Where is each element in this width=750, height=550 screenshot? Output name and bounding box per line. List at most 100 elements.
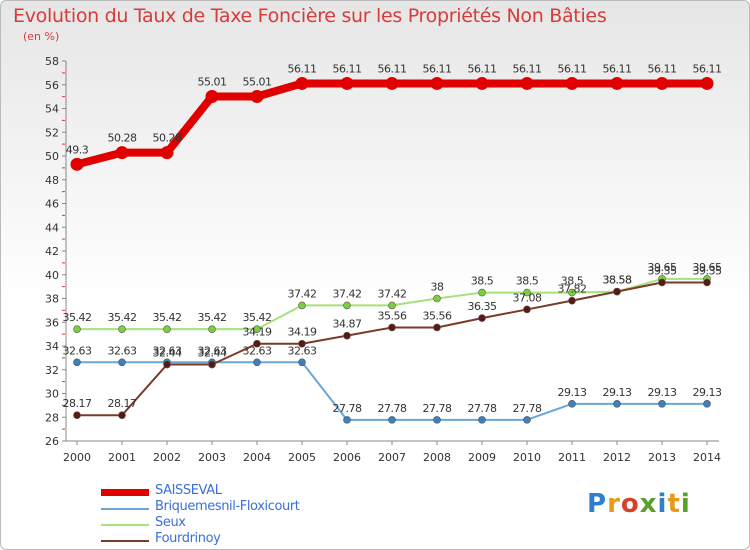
data-point xyxy=(658,400,666,408)
data-point xyxy=(523,288,531,297)
data-point xyxy=(703,278,711,287)
data-label: 38.58 xyxy=(603,274,632,287)
data-label: 38.5 xyxy=(561,275,584,288)
data-point xyxy=(118,325,126,333)
data-label: 56.11 xyxy=(288,62,317,75)
data-label: 56.11 xyxy=(603,62,632,75)
data-label: 34.87 xyxy=(333,318,362,331)
data-label: 55.01 xyxy=(198,76,227,89)
y-tick-label: 56 xyxy=(45,79,59,92)
data-point xyxy=(658,278,666,287)
y-tick-label: 54 xyxy=(45,103,59,116)
y-tick-label: 42 xyxy=(45,245,59,258)
data-point xyxy=(613,400,621,408)
data-point xyxy=(205,90,219,104)
data-point xyxy=(253,325,261,333)
data-label: 35.56 xyxy=(423,309,452,322)
legend-label: Fourdrinoy xyxy=(155,531,221,546)
data-label: 37.08 xyxy=(513,291,542,304)
data-point xyxy=(340,76,354,90)
logo-letter: i xyxy=(657,489,668,519)
data-point xyxy=(610,76,624,90)
data-label: 37.42 xyxy=(333,287,362,300)
y-tick-label: 58 xyxy=(45,55,59,68)
x-tick-label: 2009 xyxy=(468,451,496,464)
data-label: 29.13 xyxy=(648,386,677,399)
data-point xyxy=(388,323,396,332)
data-label: 32.44 xyxy=(198,347,227,360)
x-tick-label: 2011 xyxy=(558,451,586,464)
data-label: 35.42 xyxy=(63,311,92,324)
data-point xyxy=(700,76,714,90)
x-tick-label: 2004 xyxy=(243,451,271,464)
data-label: 27.78 xyxy=(513,402,542,415)
y-tick-label: 46 xyxy=(45,198,59,211)
x-tick-label: 2002 xyxy=(153,451,181,464)
y-tick-label: 40 xyxy=(45,269,59,282)
data-label: 56.11 xyxy=(648,62,677,75)
data-label: 38 xyxy=(431,281,444,294)
data-label: 38.58 xyxy=(603,274,632,287)
x-tick-label: 2008 xyxy=(423,451,451,464)
data-point xyxy=(298,358,306,367)
y-tick-label: 50 xyxy=(45,150,59,163)
data-point xyxy=(295,76,309,90)
data-label: 55.01 xyxy=(243,76,272,89)
data-point xyxy=(253,339,261,348)
data-label: 37.42 xyxy=(288,287,317,300)
data-point xyxy=(73,325,81,333)
data-label: 37.42 xyxy=(378,287,407,300)
data-point xyxy=(208,360,216,369)
y-tick-label: 32 xyxy=(45,364,59,377)
data-point xyxy=(388,301,396,310)
data-label: 35.42 xyxy=(198,311,227,324)
data-label: 35.56 xyxy=(378,309,407,322)
x-tick-label: 2003 xyxy=(198,451,226,464)
data-label: 56.11 xyxy=(378,62,407,75)
x-tick-label: 2006 xyxy=(333,451,361,464)
data-point xyxy=(478,314,486,322)
y-tick-label: 48 xyxy=(45,174,59,187)
x-tick-label: 2013 xyxy=(648,451,676,464)
data-point xyxy=(568,296,576,305)
data-label: 32.63 xyxy=(63,344,92,357)
data-label: 29.13 xyxy=(693,386,722,399)
y-tick-label: 34 xyxy=(45,340,59,353)
data-label: 39.65 xyxy=(648,261,677,274)
y-tick-label: 52 xyxy=(45,126,59,139)
data-point xyxy=(703,400,711,408)
legend-label: Seux xyxy=(155,515,186,530)
data-point xyxy=(433,323,441,332)
logo-letter: x xyxy=(639,489,658,519)
data-label: 50.28 xyxy=(153,132,182,145)
y-tick-label: 28 xyxy=(45,411,59,424)
data-label: 56.11 xyxy=(468,62,497,75)
data-label: 28.17 xyxy=(108,397,137,410)
logo-letter: i xyxy=(680,489,691,519)
chart-title: Evolution du Taux de Taxe Foncière sur l… xyxy=(13,5,607,27)
data-label: 39.35 xyxy=(693,264,722,277)
data-point xyxy=(118,358,126,367)
data-point xyxy=(250,90,264,104)
data-point xyxy=(613,287,621,296)
data-label: 38.5 xyxy=(516,275,539,288)
data-point xyxy=(208,325,216,333)
data-point xyxy=(478,416,486,424)
data-point xyxy=(73,411,81,420)
data-point xyxy=(433,416,441,424)
data-label: 39.65 xyxy=(693,261,722,274)
data-point xyxy=(385,76,399,90)
logo-letter: r xyxy=(607,489,621,519)
data-label: 49.3 xyxy=(66,143,89,156)
data-label: 56.11 xyxy=(558,62,587,75)
data-label: 38.5 xyxy=(471,275,494,288)
legend-swatch xyxy=(101,524,149,526)
y-tick-label: 26 xyxy=(45,435,59,448)
data-point xyxy=(163,325,171,333)
data-point xyxy=(298,301,306,310)
data-label: 28.17 xyxy=(63,397,92,410)
data-point xyxy=(388,416,396,424)
data-label: 34.19 xyxy=(243,326,272,339)
data-label: 56.11 xyxy=(423,62,452,75)
